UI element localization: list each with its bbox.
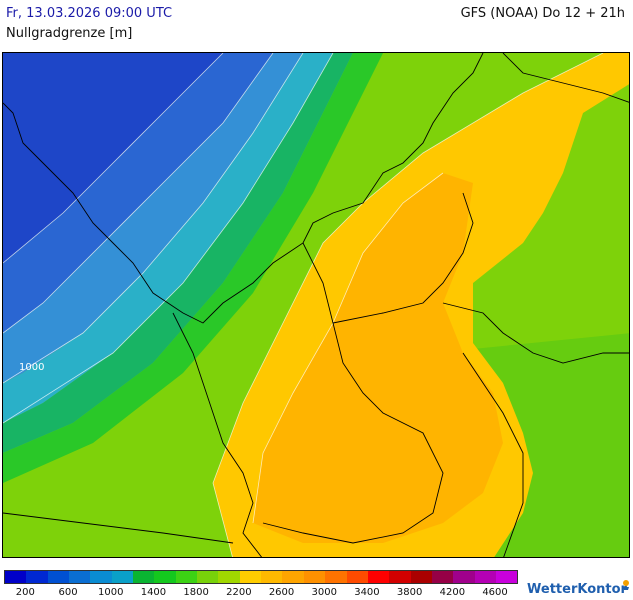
- legend-ticks: 200 600 1000 1400 1800 2200 2600 3000 3400 3800 42…: [4, 587, 516, 599]
- legend-swatch: [367, 571, 390, 583]
- legend-swatch: [239, 571, 262, 583]
- country-border: [172, 312, 263, 557]
- field-orange: [253, 173, 503, 543]
- legend-tick-label: 1000: [98, 587, 124, 598]
- model-run: GFS (NOAA) Do 12 + 21h: [460, 6, 625, 21]
- freezing-level-map[interactable]: 1000: [2, 52, 630, 558]
- legend-tick-label: 3000: [311, 587, 337, 598]
- legend-swatch: [154, 571, 176, 583]
- legend-swatch: [389, 571, 411, 583]
- map-title: Nullgradgrenze [m]: [6, 26, 133, 41]
- legend-tick-label: 1400: [140, 587, 167, 598]
- legend-swatch: [453, 571, 475, 583]
- contour-line: [3, 53, 334, 424]
- country-border: [3, 512, 234, 544]
- legend-tick-label: 2600: [268, 587, 295, 598]
- legend-tick-label: 600: [58, 587, 78, 598]
- legend-swatch: [175, 571, 198, 583]
- field-lightblue: [3, 53, 303, 383]
- field-deepblue: [3, 53, 223, 263]
- contour-line: [3, 53, 304, 384]
- coastline: [502, 53, 629, 103]
- field-blue: [3, 53, 273, 333]
- legend-tick-label: 4200: [439, 587, 466, 598]
- brand-logo[interactable]: WetterKontor: [527, 582, 627, 597]
- contour-label: 1000: [19, 362, 44, 373]
- legend-swatch: [495, 571, 518, 583]
- country-border: [442, 302, 629, 364]
- contour-line: [3, 53, 224, 264]
- legend-swatch: [282, 571, 304, 583]
- legend-swatch: [133, 571, 155, 583]
- legend-tick-label: 3400: [354, 587, 380, 598]
- legend-swatch: [303, 571, 326, 583]
- legend-swatch: [431, 571, 454, 583]
- legend-swatch: [69, 571, 91, 583]
- country-border: [462, 352, 524, 557]
- legend-swatch: [346, 571, 368, 583]
- legend-swatch: [410, 571, 432, 583]
- legend-swatch: [47, 571, 70, 583]
- field-darkgreen: [3, 53, 383, 483]
- legend-swatch: [218, 571, 240, 583]
- country-border: [332, 192, 474, 324]
- field-teal: [3, 53, 353, 453]
- legend-tick-label: 2200: [226, 587, 252, 598]
- sun-icon: [623, 580, 629, 590]
- legend-swatch: [197, 571, 219, 583]
- legend-tick-label: 3800: [396, 587, 423, 598]
- legend-swatch: [90, 571, 112, 583]
- legend-swatch: [5, 571, 27, 583]
- color-legend: [4, 570, 519, 584]
- legend-swatch: [111, 571, 134, 583]
- legend-swatch: [325, 571, 347, 583]
- legend-swatch: [261, 571, 283, 583]
- legend-tick-label: 200: [15, 587, 35, 598]
- contour-line: [3, 53, 274, 334]
- legend-swatch: [26, 571, 48, 583]
- legend-swatch: [474, 571, 496, 583]
- contour-line: [212, 53, 604, 557]
- legend-tick-label: 1800: [183, 587, 209, 598]
- coastline: [3, 53, 484, 324]
- forecast-datetime: Fr, 13.03.2026 09:00 UTC: [6, 6, 173, 21]
- legend-tick-label: 4600: [482, 587, 508, 598]
